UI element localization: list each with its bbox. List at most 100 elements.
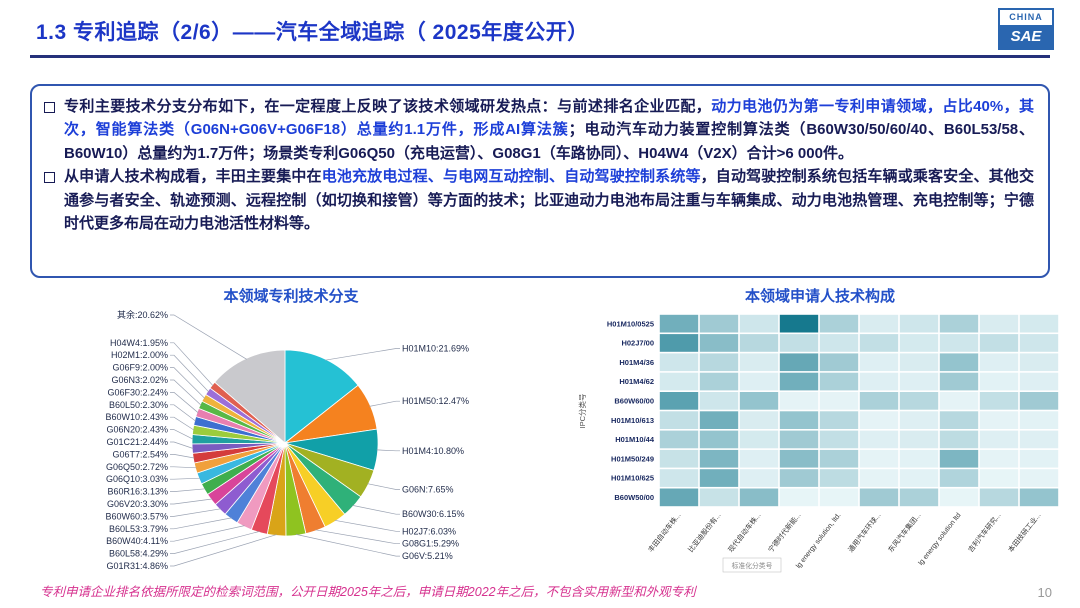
heatmap-cell [1019, 353, 1059, 372]
heatmap-cell [1019, 411, 1059, 429]
heatmap-cell [659, 469, 699, 487]
pie-label: B60W30:6.15% [402, 509, 465, 519]
heatmap-cell [939, 372, 979, 391]
heatmap-cell [859, 449, 899, 468]
pie-label: G06N20:2.43% [106, 425, 168, 435]
bullet-list: 专利主要技术分支分布如下，在一定程度上反映了该技术领域研发热点：与前述排名企业匹… [44, 95, 1034, 235]
pie-label-line [170, 404, 196, 422]
heatmap-cell [739, 334, 779, 352]
heatmap-row-label: H01M10/44 [615, 435, 655, 444]
heatmap-cell [939, 392, 979, 410]
pie-label-line [170, 466, 197, 469]
heatmap-cell [1019, 392, 1059, 410]
pie-label-line [315, 529, 400, 545]
pie-label: G06V:5.21% [402, 551, 453, 561]
heatmap-cell [819, 411, 859, 429]
pie-label: B60L53:3.79% [109, 524, 168, 534]
heatmap-col-label: lg energy solution, ltd. [795, 512, 842, 570]
heatmap-cell [659, 314, 699, 333]
pie-label-line [170, 367, 205, 399]
bullet-item: 从申请人技术构成看，丰田主要集中在电池充放电过程、与电网互动控制、自动驾驶控制系… [44, 165, 1034, 235]
heatmap-cell [699, 449, 739, 468]
heatmap-cell [739, 469, 779, 487]
heatmap-cell [779, 372, 819, 391]
pie-label-line [170, 508, 221, 517]
heatmap-cell [899, 469, 939, 487]
heatmap-cell [899, 372, 939, 391]
pie-label-line [170, 531, 260, 554]
heatmap-cell [939, 314, 979, 333]
heatmap-cell [699, 353, 739, 372]
heatmap-cell [779, 392, 819, 410]
pie-label: H01M50:12.47% [402, 396, 469, 406]
heatmap-cell [859, 469, 899, 487]
pie-label: G08G1:5.29% [402, 539, 459, 549]
pie-label: H02J7:6.03% [402, 526, 456, 536]
heatmap-col-label: 宁德时代新能... [766, 511, 803, 554]
heatmap-cell [699, 488, 739, 507]
heatmap-cell [779, 430, 819, 449]
heatmap-cell [819, 334, 859, 352]
heatmap-cell [939, 411, 979, 429]
heatmap-cell [979, 411, 1019, 429]
bullet-marker-icon [44, 172, 55, 184]
heatmap-cell [779, 411, 819, 429]
pie-label-line [170, 379, 202, 406]
title-divider [30, 55, 1050, 58]
heatmap-cell [1019, 314, 1059, 333]
page-number: 10 [1037, 585, 1052, 600]
pie-label: B60W60:3.57% [105, 511, 168, 521]
heatmap-cell [979, 469, 1019, 487]
heatmap-cell [979, 392, 1019, 410]
heatmap-axis-label: IPC分类号 [577, 393, 587, 428]
pie-label: G06T7:2.54% [112, 449, 168, 459]
heatmap-row-label: H01M4/36 [619, 358, 654, 367]
pie-label-line [170, 525, 245, 542]
text-run: ；电动汽车动力装置控制算法类（B60W30/50/60/40、B60L53/58… [64, 121, 1034, 162]
heatmap-cell [819, 449, 859, 468]
heatmap-cell [899, 411, 939, 429]
heatmap-panel: 本领域申请人技术构成 H01M10/0525 H02J7/00 H01M4/36 H0… [575, 283, 1065, 592]
pie-chart: H01M10:21.69% H01M50:12.47% H01M4:10.80% G0… [105, 309, 469, 571]
heatmap-cell [899, 353, 939, 372]
heatmap-cell [739, 430, 779, 449]
pie-label: G01R31:4.86% [106, 561, 168, 571]
heatmap-row-label: H01M10/0525 [607, 319, 654, 328]
pie-label-line [170, 354, 209, 393]
heatmap-cell [859, 392, 899, 410]
pie-label: G06N:7.65% [402, 485, 454, 495]
heatmap-cell [739, 353, 779, 372]
heatmap-cell [739, 449, 779, 468]
pie-label-line [170, 441, 194, 449]
heatmap-cell [699, 469, 739, 487]
heatmap-note: 标准化分类号 [732, 561, 773, 570]
logo-bottom-text: SAE [1000, 25, 1052, 48]
heatmap-cell [779, 314, 819, 333]
heatmap-col-label: 丰田自动车株... [646, 511, 683, 554]
heatmap-cell [939, 430, 979, 449]
pie-label-line [170, 314, 247, 360]
pie-label-line [367, 483, 400, 490]
heatmap-cell [859, 334, 899, 352]
pie-label-line [170, 392, 199, 413]
heatmap-col-label: lg energy solution ltd [918, 512, 963, 567]
pie-label-line [170, 454, 195, 459]
heatmap-cell [699, 411, 739, 429]
heatmap-cell [819, 430, 859, 449]
heatmap-cell [899, 488, 939, 507]
heatmap-cell [939, 334, 979, 352]
summary-textbox: 专利主要技术分支分布如下，在一定程度上反映了该技术领域研发热点：与前述排名企业匹… [30, 84, 1050, 278]
heatmap-cell [659, 334, 699, 352]
pie-label: H02M1:2.00% [111, 350, 168, 360]
heatmap-cell [979, 372, 1019, 391]
heatmap-cell [699, 372, 739, 391]
heatmap-cell [739, 411, 779, 429]
heatmap-cell [899, 449, 939, 468]
heatmap-cell [899, 314, 939, 333]
pie-label: G06N3:2.02% [111, 375, 168, 385]
heatmap-row-label: B60W60/00 [614, 397, 654, 406]
pie-label-line [369, 400, 400, 407]
pie-label: G06F9:2.00% [112, 363, 168, 373]
heatmap-cell [859, 314, 899, 333]
heatmap-row-label: H01M50/249 [611, 454, 654, 463]
